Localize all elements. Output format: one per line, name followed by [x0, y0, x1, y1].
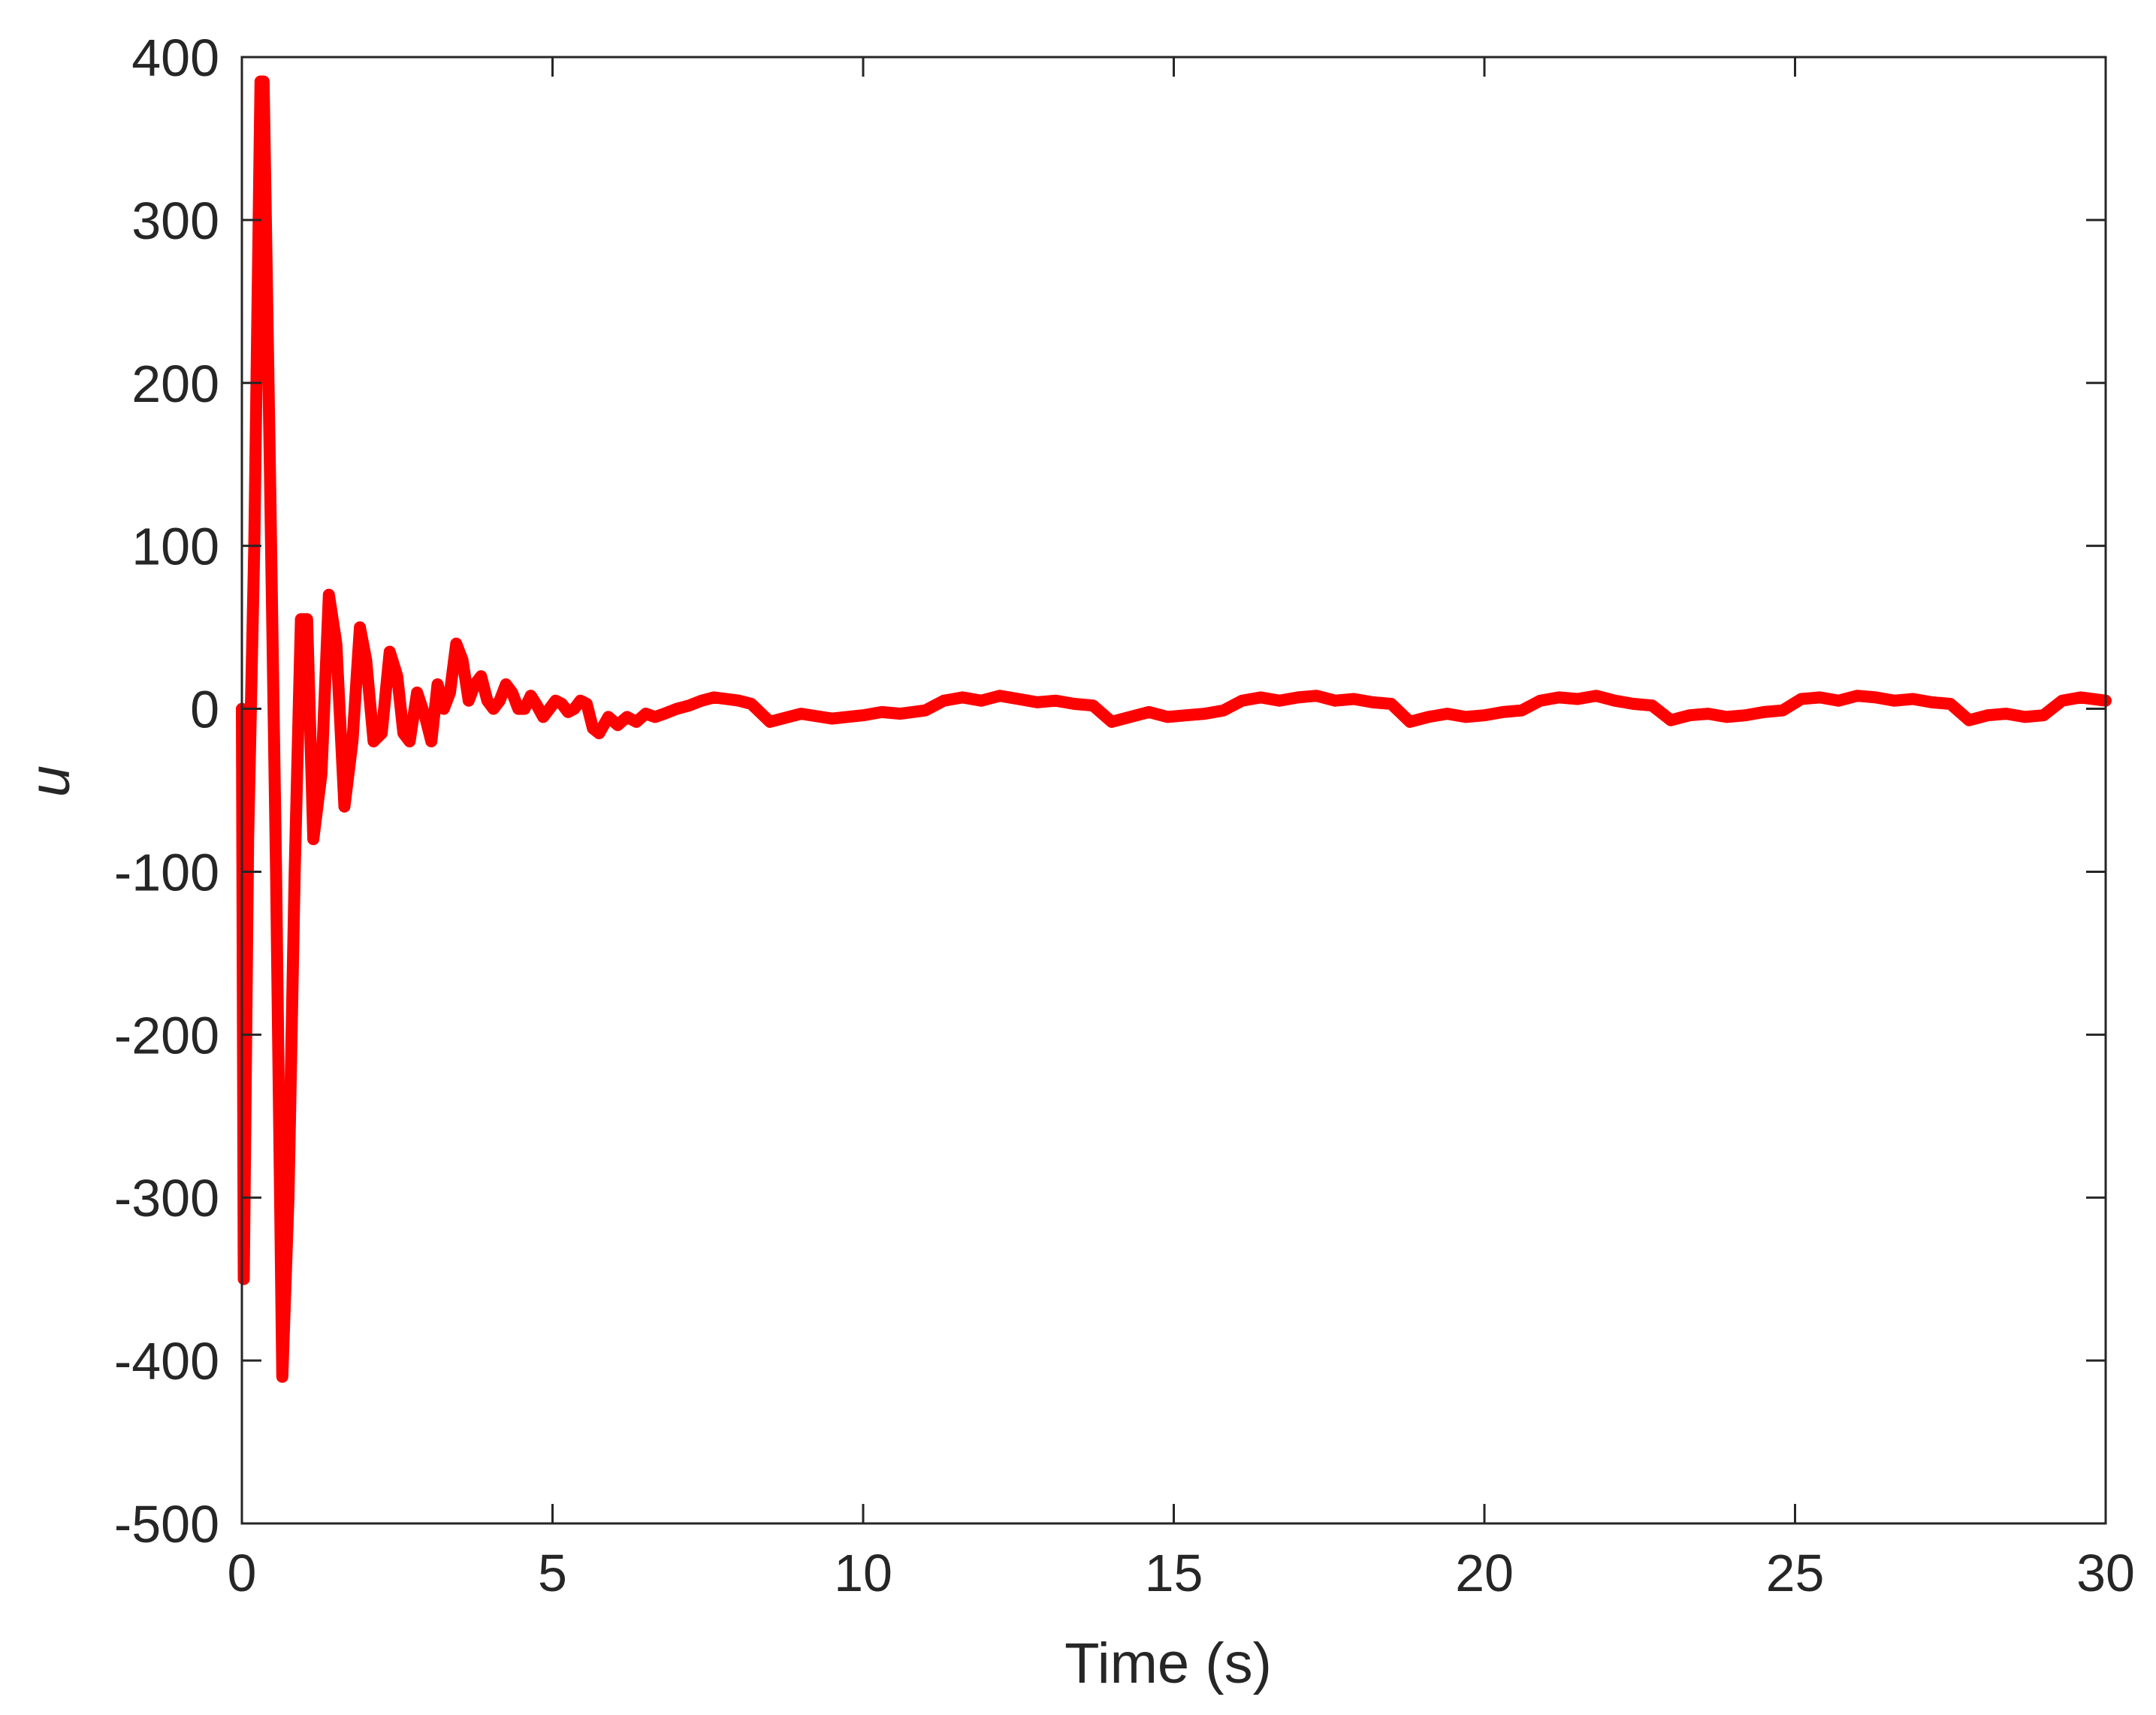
y-tick-label: -100: [114, 843, 219, 901]
y-tick-label: 300: [131, 192, 219, 250]
y-tick-label: -300: [114, 1169, 219, 1227]
x-tick-label: 20: [1455, 1544, 1514, 1602]
y-tick-label: 0: [190, 681, 219, 739]
x-tick-label: 10: [834, 1544, 892, 1602]
y-axis-ticks: -500 -400 -300 -200 -100 0 100 200 300 400: [114, 29, 2106, 1553]
y-tick-label: 100: [131, 518, 219, 576]
series-line-1: [236, 75, 2112, 1383]
y-tick-label: -200: [114, 1006, 219, 1064]
x-axis-label: Time (s): [1064, 1632, 1272, 1695]
series-layer: [236, 75, 2112, 1383]
plot-background: [242, 57, 2106, 1523]
y-tick-label: -400: [114, 1332, 219, 1390]
y-tick-label: 400: [131, 29, 219, 87]
x-axis-ticks: 0 5 10 15 20 25 30: [228, 57, 2135, 1602]
x-tick-label: 15: [1145, 1544, 1203, 1602]
plot-area: [242, 57, 2106, 1523]
x-tick-label: 25: [1766, 1544, 1825, 1602]
y-tick-label: -500: [114, 1495, 219, 1553]
x-tick-label: 30: [2076, 1544, 2135, 1602]
y-tick-label: 200: [131, 355, 219, 413]
x-tick-label: 5: [538, 1544, 567, 1602]
x-tick-label: 0: [228, 1544, 257, 1602]
y-axis-label: u: [18, 765, 82, 797]
